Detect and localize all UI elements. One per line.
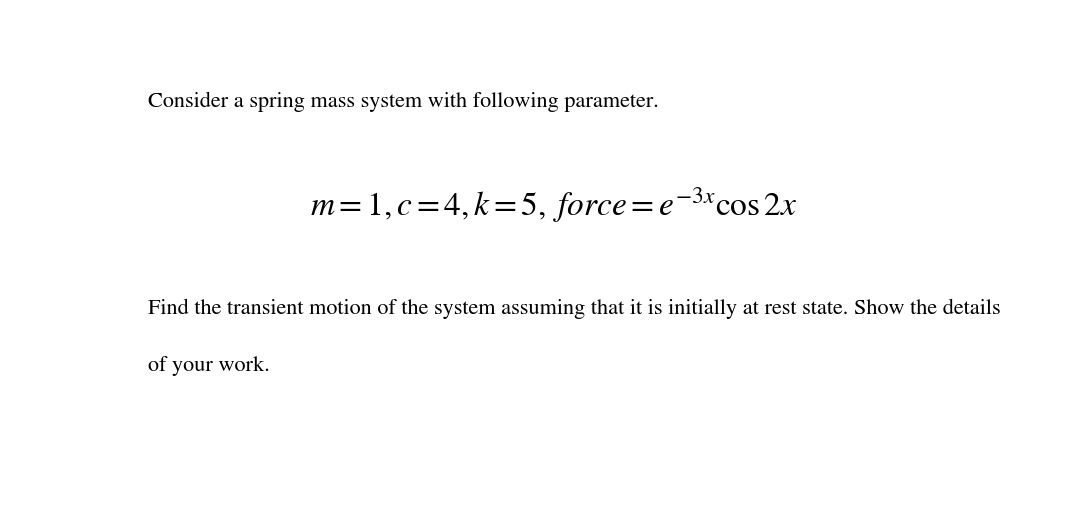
Text: $m = 1, c = 4, k = 5, \; \mathit{force} = e^{-3x} \cos 2x$: $m = 1, c = 4, k = 5, \; \mathit{force} … [310,186,797,225]
Text: Find the transient motion of the system assuming that it is initially at rest st: Find the transient motion of the system … [148,299,1000,319]
Text: Consider a spring mass system with following parameter.: Consider a spring mass system with follo… [148,92,659,112]
Text: of your work.: of your work. [148,356,269,376]
